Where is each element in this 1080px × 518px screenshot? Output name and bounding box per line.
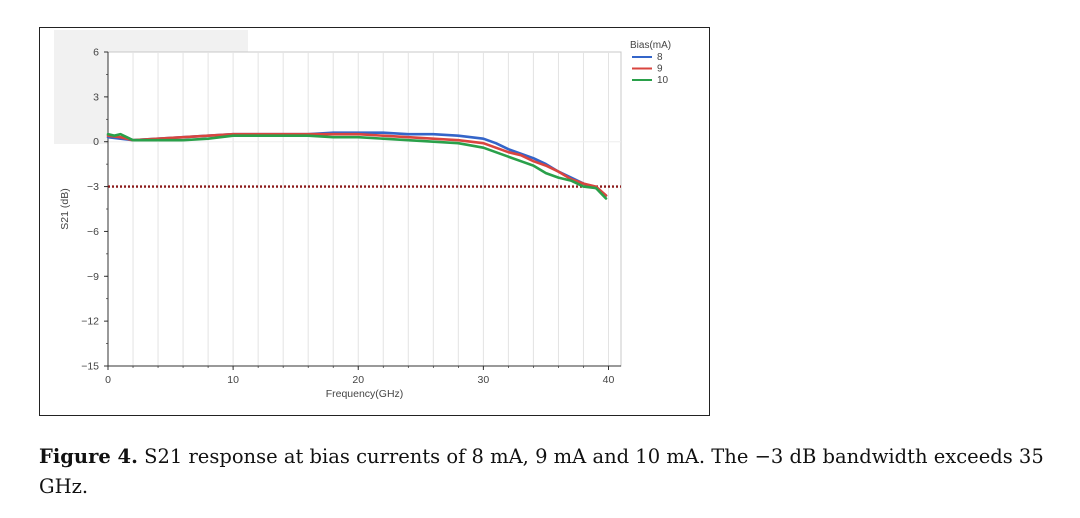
y-tick-label: −15	[81, 361, 99, 373]
series-line-10	[106, 132, 608, 200]
y-tick-label: −12	[81, 316, 99, 328]
caption-text: S21 response at bias currents of 8 mA, 9…	[39, 445, 1044, 498]
legend-label-10: 10	[657, 75, 669, 86]
y-tick-label: 0	[93, 136, 99, 148]
plot-area	[107, 51, 622, 367]
legend-label-8: 8	[657, 52, 663, 63]
y-tick-label: −6	[87, 226, 99, 238]
y-tick-label: 3	[93, 91, 99, 103]
x-tick-label: 30	[478, 374, 490, 386]
x-tick-label: 20	[352, 374, 364, 386]
y-tick-label: 6	[93, 47, 99, 59]
figure-caption: Figure 4. S21 response at bias currents …	[39, 442, 1069, 502]
s21-chart: 630−3−6−9−12−150 10 20 30 40Frequency(GHz)S2…	[54, 30, 671, 400]
y-tick-label: −9	[87, 271, 99, 283]
x-axis-label: Frequency(GHz)	[326, 388, 404, 400]
y-tick-label: −3	[87, 181, 99, 193]
figure-frame: 6 3 0 −3 −6 −9 −12 −15 0 10 20 30 40 Frequency(GHz) S2…	[39, 27, 710, 416]
x-tick-label: 40	[603, 374, 615, 386]
y-axis-label: S21 (dB)	[59, 188, 71, 229]
x-tick-label: 10	[227, 374, 239, 386]
caption-label: Figure 4.	[39, 445, 138, 468]
x-tick-label: 0	[105, 374, 111, 386]
series-line-9	[106, 132, 608, 197]
legend-label-9: 9	[657, 64, 663, 75]
legend-title: Bias(mA)	[630, 40, 671, 51]
